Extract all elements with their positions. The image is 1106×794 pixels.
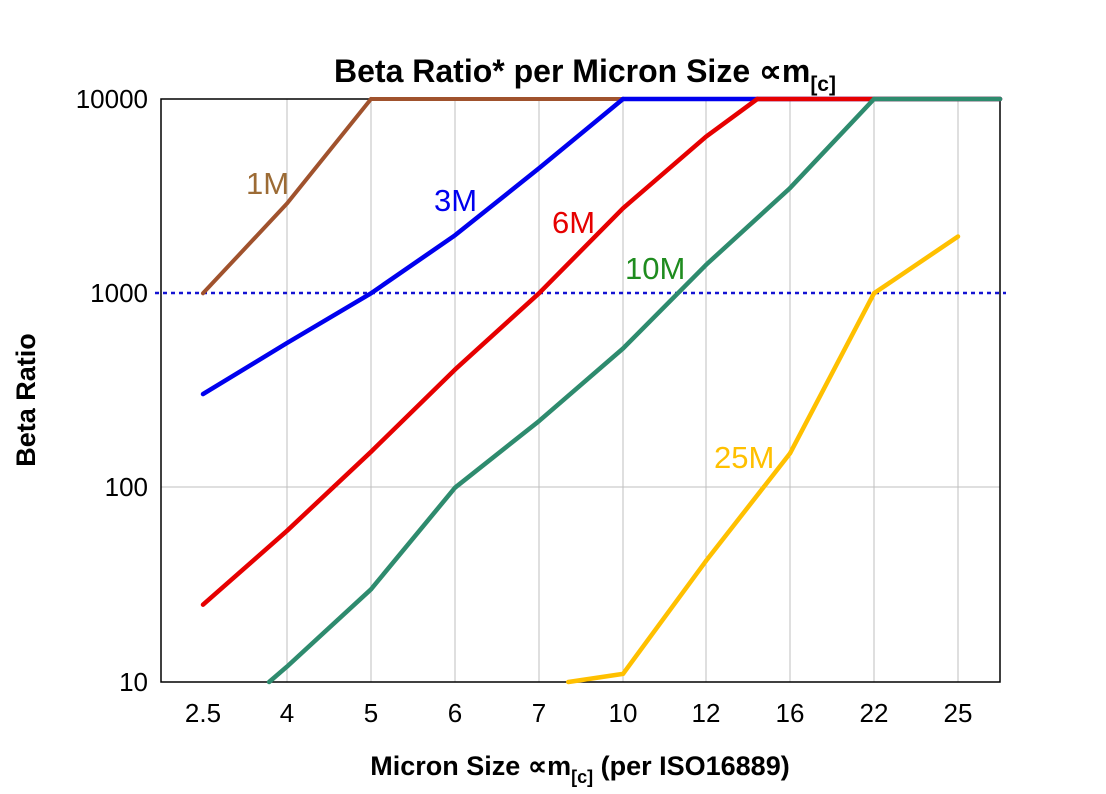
svg-text:1000: 1000	[90, 278, 148, 308]
svg-text:12: 12	[692, 698, 721, 728]
svg-text:7: 7	[532, 698, 546, 728]
svg-text:25M: 25M	[714, 440, 774, 475]
svg-text:100: 100	[105, 472, 148, 502]
svg-text:10000: 10000	[76, 84, 148, 114]
svg-text:22: 22	[860, 698, 889, 728]
svg-text:4: 4	[280, 698, 294, 728]
svg-text:6: 6	[448, 698, 462, 728]
svg-text:2.5: 2.5	[185, 698, 221, 728]
svg-text:1M: 1M	[246, 166, 289, 201]
svg-text:10M: 10M	[625, 251, 685, 286]
svg-text:Beta Ratio: Beta Ratio	[11, 333, 41, 467]
svg-text:6M: 6M	[552, 205, 595, 240]
svg-text:10: 10	[119, 667, 148, 697]
svg-text:5: 5	[364, 698, 378, 728]
svg-text:3M: 3M	[434, 183, 477, 218]
svg-text:25: 25	[944, 698, 973, 728]
svg-text:10: 10	[609, 698, 638, 728]
svg-text:16: 16	[776, 698, 805, 728]
